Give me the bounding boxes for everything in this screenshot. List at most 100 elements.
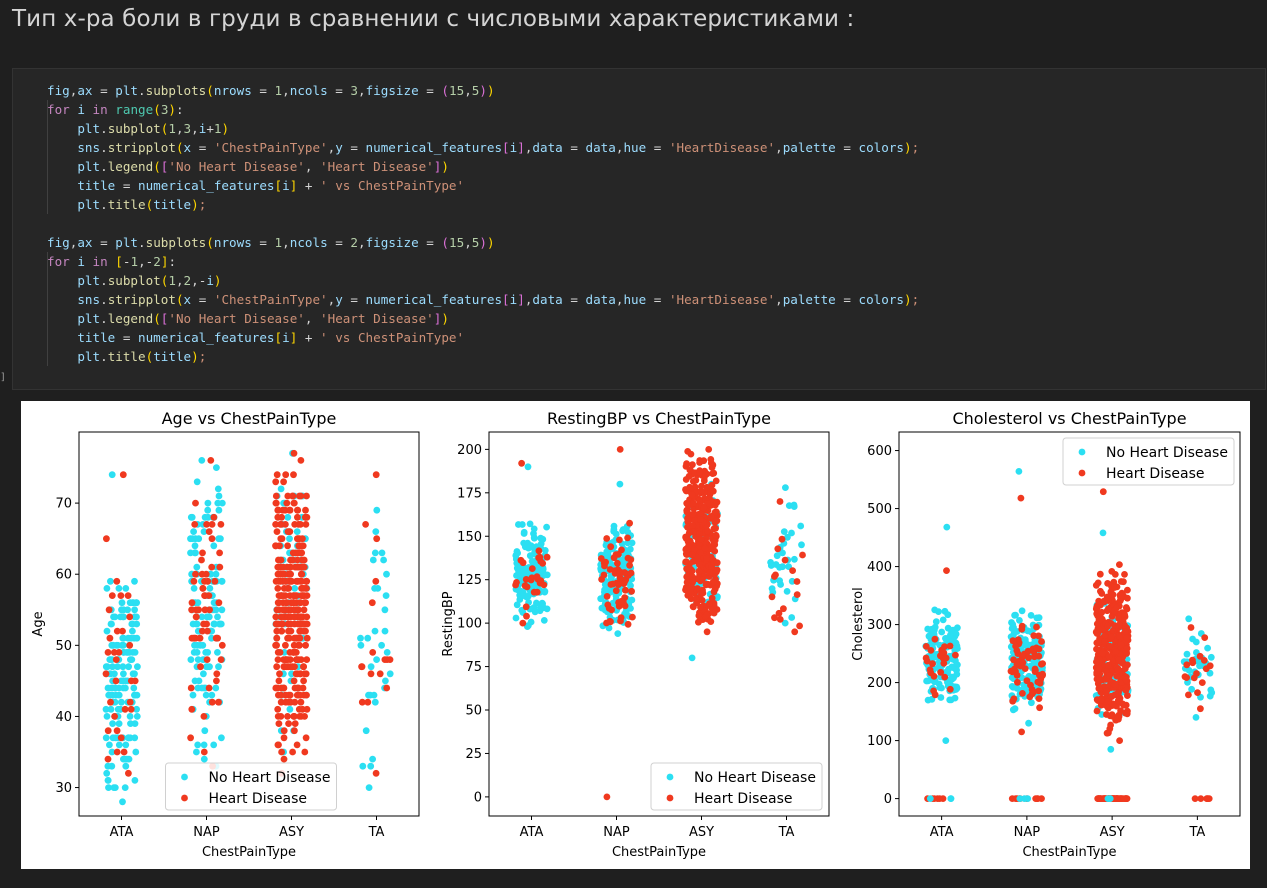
data-point bbox=[944, 611, 952, 619]
code-token: ( bbox=[175, 292, 184, 307]
code-token: ( bbox=[153, 102, 161, 117]
data-point bbox=[628, 539, 636, 547]
code-token: , bbox=[524, 292, 533, 307]
data-point bbox=[947, 795, 955, 802]
data-point bbox=[111, 613, 119, 621]
data-point bbox=[774, 545, 782, 553]
code-token: ( bbox=[160, 121, 169, 136]
code-token: = bbox=[342, 292, 366, 307]
legend-marker bbox=[666, 773, 674, 781]
data-point bbox=[302, 506, 309, 514]
data-point bbox=[615, 581, 622, 588]
data-point bbox=[1183, 674, 1190, 681]
data-point bbox=[280, 663, 288, 671]
data-point bbox=[1122, 676, 1130, 684]
data-point bbox=[788, 614, 796, 621]
data-point bbox=[203, 656, 211, 663]
code-token bbox=[47, 273, 77, 288]
code-token: 15 bbox=[449, 83, 465, 98]
data-point bbox=[1024, 795, 1032, 802]
data-point bbox=[515, 568, 523, 575]
code-token: ( bbox=[206, 235, 214, 250]
code-editor[interactable]: fig,ax = plt.subplots(nrows = 1,ncols = … bbox=[47, 81, 919, 366]
data-point bbox=[624, 554, 632, 562]
code-token: plt bbox=[77, 349, 101, 364]
data-point bbox=[129, 620, 137, 628]
data-point bbox=[939, 616, 947, 624]
data-point bbox=[124, 606, 131, 614]
data-point bbox=[521, 582, 529, 590]
data-point bbox=[712, 524, 719, 532]
code-token: 'Heart Disease' bbox=[320, 311, 434, 326]
data-point bbox=[711, 508, 719, 516]
data-point bbox=[302, 513, 309, 521]
code-token: range bbox=[115, 102, 154, 117]
data-point bbox=[713, 517, 721, 525]
data-point bbox=[272, 499, 280, 507]
x-tick-label: TA bbox=[778, 825, 795, 840]
data-point bbox=[626, 519, 633, 527]
data-point bbox=[695, 561, 703, 568]
data-point bbox=[713, 566, 721, 574]
code-token: plt bbox=[77, 273, 101, 288]
code-token: i bbox=[282, 178, 290, 193]
data-point bbox=[1026, 693, 1034, 701]
data-point bbox=[771, 614, 778, 622]
data-point bbox=[779, 549, 786, 557]
data-point bbox=[533, 573, 541, 580]
data-point bbox=[359, 762, 367, 770]
data-point bbox=[115, 720, 123, 727]
data-point bbox=[782, 484, 789, 491]
data-point bbox=[1112, 648, 1120, 655]
data-point bbox=[1093, 707, 1101, 715]
data-point bbox=[218, 499, 226, 507]
data-point bbox=[1101, 637, 1108, 645]
code-token: = bbox=[562, 140, 586, 155]
data-point bbox=[628, 587, 635, 595]
code-token bbox=[47, 330, 77, 345]
data-point bbox=[607, 543, 615, 551]
data-point bbox=[200, 713, 208, 720]
code-cell[interactable]: fig,ax = plt.subplots(nrows = 1,ncols = … bbox=[12, 68, 1266, 390]
data-point bbox=[781, 619, 789, 627]
data-point bbox=[301, 748, 309, 756]
code-line: plt.subplot(1,2,-i) bbox=[47, 271, 919, 290]
code-token: = bbox=[251, 235, 275, 250]
data-point bbox=[133, 705, 140, 713]
data-point bbox=[710, 588, 718, 596]
data-point bbox=[208, 521, 216, 528]
data-point bbox=[1185, 691, 1192, 699]
data-point bbox=[212, 570, 220, 578]
data-point bbox=[1124, 586, 1131, 594]
data-point bbox=[282, 521, 289, 528]
data-point bbox=[102, 705, 110, 713]
code-token: subplot bbox=[107, 273, 161, 288]
data-point bbox=[204, 627, 211, 635]
code-line: sns.stripplot(x = 'ChestPainType',y = nu… bbox=[47, 290, 919, 309]
data-point bbox=[686, 483, 694, 491]
data-point bbox=[931, 635, 939, 643]
code-token: ' vs ChestPainType' bbox=[320, 330, 465, 345]
data-point bbox=[131, 691, 139, 699]
data-point bbox=[301, 713, 308, 720]
data-point bbox=[112, 656, 120, 663]
code-token: ( bbox=[153, 159, 161, 174]
data-point bbox=[543, 523, 550, 531]
code-token: [ bbox=[274, 330, 283, 345]
code-token: ,- bbox=[191, 273, 207, 288]
code-token: = bbox=[646, 140, 669, 155]
code-token: ) bbox=[191, 197, 199, 212]
data-point bbox=[274, 563, 282, 571]
code-token: 'No Heart Disease' bbox=[168, 159, 305, 174]
data-point bbox=[1206, 662, 1214, 670]
data-point bbox=[299, 542, 307, 550]
data-point bbox=[771, 573, 778, 580]
data-point bbox=[284, 585, 291, 592]
code-token: 'HeartDisease' bbox=[668, 140, 776, 155]
data-point bbox=[286, 535, 293, 543]
data-point bbox=[212, 684, 220, 692]
data-point bbox=[106, 634, 114, 642]
code-token bbox=[47, 178, 77, 193]
data-point bbox=[108, 471, 116, 479]
data-point bbox=[280, 478, 287, 486]
